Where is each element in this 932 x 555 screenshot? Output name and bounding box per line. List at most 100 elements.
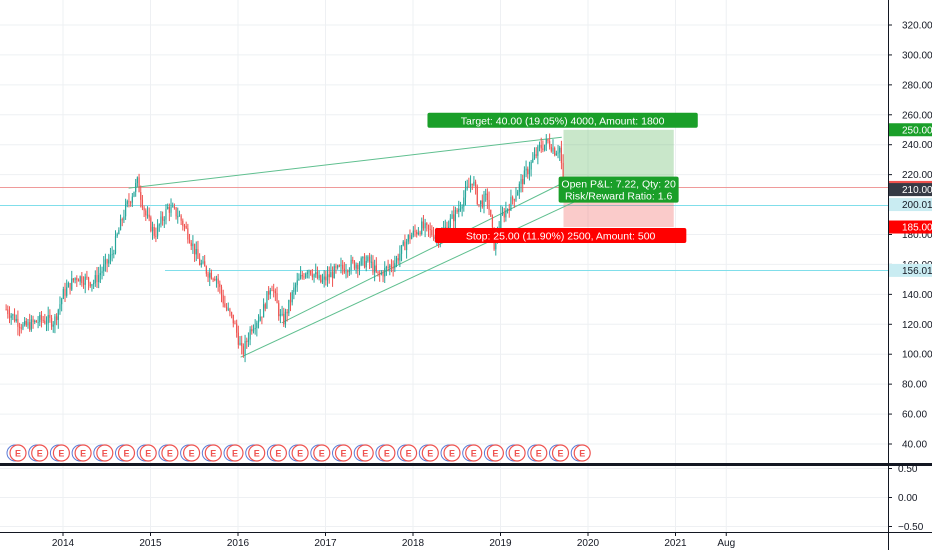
earnings-marker[interactable]: E	[418, 444, 439, 462]
candle-body	[262, 304, 265, 318]
earnings-marker[interactable]: E	[332, 444, 353, 462]
candle-body	[522, 179, 524, 185]
candle-body	[136, 177, 138, 184]
horizontal-lines[interactable]	[0, 187, 888, 271]
earnings-ring	[161, 444, 179, 462]
earnings-marker[interactable]: E	[397, 444, 418, 462]
candle-body	[79, 276, 81, 282]
time-tick-label: Aug	[717, 538, 735, 549]
earnings-marker[interactable]: E	[158, 444, 179, 462]
candle-body	[276, 293, 278, 304]
earnings-marker[interactable]: E	[549, 444, 570, 462]
candle-body	[411, 235, 413, 239]
earnings-marker[interactable]: E	[288, 444, 309, 462]
trendline[interactable]	[240, 195, 589, 358]
earnings-marker[interactable]: E	[245, 444, 266, 462]
candle-body	[56, 316, 58, 320]
earnings-letter: E	[167, 449, 173, 459]
candle-body	[190, 242, 192, 247]
candle-body	[523, 170, 525, 185]
price-badge	[889, 220, 932, 234]
candle-body	[549, 141, 551, 148]
candle-body	[421, 221, 423, 235]
earnings-marker[interactable]: E	[28, 444, 49, 462]
earnings-marker[interactable]: E	[310, 444, 331, 462]
candle-body	[491, 216, 494, 228]
candle-body	[451, 214, 453, 219]
earnings-marker[interactable]: E	[93, 444, 114, 462]
earnings-marker[interactable]: E	[266, 444, 287, 462]
earnings-marker[interactable]: E	[201, 444, 222, 462]
candle-body	[545, 139, 547, 145]
candle-body	[402, 241, 404, 246]
earnings-marker[interactable]: E	[49, 444, 71, 462]
earnings-marker[interactable]: E	[483, 444, 504, 462]
candle-body	[40, 314, 43, 320]
candle-body	[215, 278, 218, 281]
candle-body	[232, 314, 234, 324]
candle-series	[5, 133, 564, 363]
candle-body	[10, 315, 12, 318]
candle-body	[464, 188, 467, 198]
pane-separator[interactable]	[0, 463, 932, 466]
earnings-ring	[334, 444, 353, 462]
candle-body	[140, 192, 142, 200]
candle-body	[350, 259, 352, 270]
price-tick-label: 260.00	[902, 110, 932, 121]
earnings-letter: E	[254, 449, 260, 459]
candle-body	[13, 314, 16, 322]
earnings-marker[interactable]: E	[375, 444, 396, 462]
candle-body	[485, 193, 487, 195]
time-tick-label: 2019	[489, 538, 512, 549]
price-badge	[889, 123, 932, 137]
candle-body	[76, 277, 78, 280]
earnings-marker[interactable]: E	[223, 444, 244, 462]
candle-body	[108, 259, 110, 264]
candle-body	[227, 308, 229, 310]
candle-body	[214, 279, 216, 281]
candle-body	[72, 278, 75, 281]
earnings-marker[interactable]: E	[115, 444, 136, 462]
price-badge-label: 200.01	[902, 200, 932, 211]
earnings-ring	[356, 444, 374, 462]
earnings-marker[interactable]: E	[462, 444, 483, 462]
earnings-ring	[551, 444, 570, 462]
candle-body	[390, 265, 393, 268]
candle-body	[172, 206, 174, 208]
earnings-marker[interactable]: E	[180, 444, 201, 462]
candle-body	[124, 204, 127, 217]
candle-body	[416, 231, 418, 235]
trendline[interactable]	[128, 136, 562, 189]
candle-body	[385, 266, 388, 269]
candle-body	[187, 228, 189, 240]
candle-body	[483, 194, 485, 207]
trendlines[interactable]	[128, 136, 589, 358]
earnings-marker[interactable]: E	[527, 444, 548, 462]
candle-body	[241, 342, 243, 347]
trendline[interactable]	[281, 183, 562, 324]
earnings-marker[interactable]: E	[353, 444, 374, 462]
candle-body	[251, 329, 253, 332]
rr-label: Risk/Reward Ratio: 1.6	[565, 191, 673, 203]
earnings-marker[interactable]: E	[505, 444, 526, 462]
earnings-letter: E	[232, 449, 238, 459]
earnings-ring	[96, 444, 114, 462]
earnings-marker[interactable]: E	[71, 444, 92, 462]
candle-body	[294, 285, 297, 288]
candle-body	[135, 183, 137, 192]
earnings-ring	[443, 444, 461, 462]
earnings-letter: E	[579, 449, 585, 459]
candle-body	[471, 183, 473, 185]
earnings-ring	[52, 444, 71, 462]
earnings-marker[interactable]: E	[440, 444, 461, 462]
earnings-marker[interactable]: E	[136, 444, 157, 462]
price-tick-label: 320.00	[902, 21, 932, 32]
candle-body	[459, 208, 462, 210]
candle-body	[87, 277, 90, 283]
earnings-marker[interactable]: E	[570, 444, 591, 462]
earnings-marker[interactable]: E	[6, 444, 27, 462]
